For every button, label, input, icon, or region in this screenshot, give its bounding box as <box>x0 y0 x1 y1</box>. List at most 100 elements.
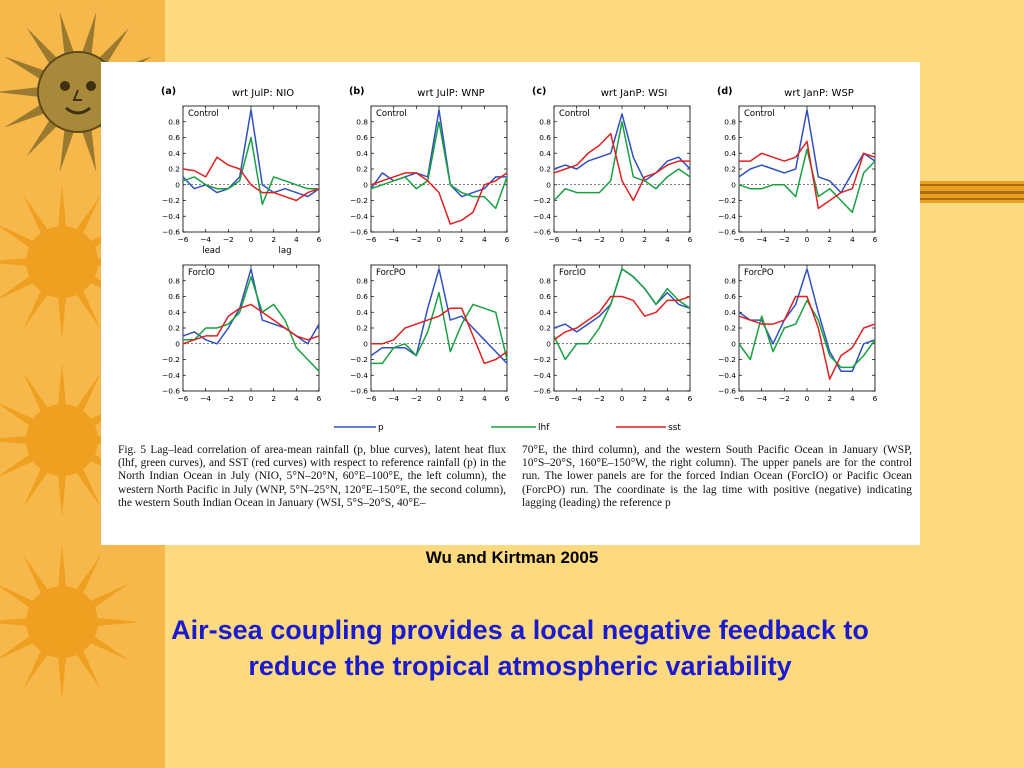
y-tick-label: −0.6 <box>718 228 736 237</box>
y-tick-label: −0.4 <box>162 212 180 221</box>
figure-panel: 0.8 0.6 0.4 0.2 0 −0.2 −0.4 −0.6 −6 −4 −2 0 2 4 6 Contr… <box>101 62 920 545</box>
y-tick-label: 0.6 <box>539 292 551 301</box>
series-line-lhf <box>738 299 876 369</box>
y-tick-label: −0.6 <box>162 228 180 237</box>
x-tick-label: 4 <box>294 394 299 403</box>
legend-label-lhf: lhf <box>538 423 550 433</box>
x-tick-label: 6 <box>688 394 693 403</box>
y-tick-label: 0.4 <box>356 308 368 317</box>
x-tick-label: −2 <box>594 235 605 244</box>
y-tick-label: −0.6 <box>350 228 368 237</box>
y-tick-label: 0.8 <box>724 117 736 126</box>
y-tick-label: 0 <box>546 339 551 348</box>
series-line-sst <box>553 132 690 202</box>
y-tick-label: −0.2 <box>718 355 736 364</box>
y-tick-label: 0 <box>546 180 551 189</box>
x-tick-label: −4 <box>388 394 399 403</box>
x-tick-label: 4 <box>850 235 855 244</box>
y-tick-label: −0.6 <box>533 228 551 237</box>
panel-letter: (b) <box>349 86 364 97</box>
x-tick-label: 6 <box>873 235 878 244</box>
y-tick-label: 0 <box>363 339 368 348</box>
x-tick-label: 2 <box>459 235 464 244</box>
y-tick-label: 0.8 <box>356 117 368 126</box>
panel-frame <box>738 264 876 392</box>
x-tick-label: −6 <box>734 235 745 244</box>
chart-panel: 0.8 0.6 0.4 0.2 0 −0.2 −0.4 −0.6−6 −4 −2 0 2 4 6 Contr… <box>717 86 878 244</box>
series-line-lhf <box>182 136 319 206</box>
y-tick-label: −0.6 <box>350 387 368 396</box>
series-line-sst <box>370 172 508 225</box>
series-line-p <box>738 109 876 194</box>
x-tick-label: 2 <box>271 235 276 244</box>
x-tick-label: −6 <box>178 394 189 403</box>
x-tick-label: 4 <box>850 394 855 403</box>
y-tick-label: −0.4 <box>162 371 180 380</box>
panel-run-label: ForcPO <box>376 268 406 278</box>
gold-bar-decoration <box>918 181 1024 203</box>
x-tick-label: −2 <box>223 394 234 403</box>
x-tick-label: 0 <box>437 394 442 403</box>
legend-label-p: p <box>378 423 384 433</box>
y-tick-label: −0.4 <box>718 212 736 221</box>
series-line-sst <box>182 303 320 345</box>
chart-panel: 0.8 0.6 0.4 0.2 0 −0.2 −0.4 −0.6−6 −4 −2 0 2 4 6 Contr… <box>532 86 693 244</box>
x-tick-label: 2 <box>827 394 832 403</box>
panel-run-label: Control <box>188 109 219 119</box>
series-line-sst <box>182 156 320 202</box>
y-tick-label: 0.4 <box>724 149 736 158</box>
correlation-chart-grid: 0.80.60.40.20−0.2−0.4−0.6−6 −4 −2 0 2 4 6Contr… <box>161 86 878 433</box>
x-tick-label: 6 <box>505 394 510 403</box>
y-tick-label: 0.8 <box>724 276 736 285</box>
y-tick-label: 0.8 <box>168 276 180 285</box>
x-tick-label: −4 <box>571 235 582 244</box>
sun-icon <box>0 184 140 340</box>
x-tick-label: 0 <box>805 394 810 403</box>
panel-letter: (d) <box>717 86 732 97</box>
x-tick-label: 0 <box>437 235 442 244</box>
x-tick-label: −6 <box>366 235 377 244</box>
y-tick-label: 0.6 <box>168 133 180 142</box>
series-line-lhf <box>183 276 320 372</box>
y-tick-label: 0 <box>731 180 736 189</box>
x-tick-label: 4 <box>482 235 487 244</box>
y-tick-label: 0.6 <box>724 133 736 142</box>
x-tick-label: 2 <box>642 235 647 244</box>
y-tick-label: 0.2 <box>724 165 736 174</box>
chart-panel: 0.8 0.6 0.4 0.2 0 −0.2 −0.4 −0.6−6 −4 −2 0 2 4 6 ForcP… <box>718 264 878 403</box>
panel-title: wrt JulP: NIO <box>232 88 294 99</box>
series-line-p <box>553 113 691 182</box>
x-tick-label: 4 <box>665 394 670 403</box>
y-tick-label: −0.2 <box>533 196 551 205</box>
x-tick-label: 0 <box>249 394 254 403</box>
x-tick-label: 0 <box>805 235 810 244</box>
x-tick-label: 6 <box>317 235 322 244</box>
x-tick-label: −6 <box>549 235 560 244</box>
x-tick-label: 2 <box>827 235 832 244</box>
x-tick-label: −2 <box>594 394 605 403</box>
x-tick-label: −2 <box>411 235 422 244</box>
x-tick-label: −2 <box>411 394 422 403</box>
y-tick-label: 0.8 <box>539 117 551 126</box>
y-tick-label: −0.2 <box>350 196 368 205</box>
x-tick-label: 4 <box>294 235 299 244</box>
series-line-p <box>738 268 876 373</box>
y-tick-label: 0.4 <box>539 149 551 158</box>
y-tick-label: −0.2 <box>162 196 180 205</box>
x-tick-label: 6 <box>505 235 510 244</box>
x-tick-label: 2 <box>459 394 464 403</box>
series-line-sst <box>371 307 508 365</box>
y-tick-label: −0.6 <box>718 387 736 396</box>
series-line-sst <box>553 295 691 341</box>
panel-run-label: Control <box>559 109 590 119</box>
y-tick-label: −0.4 <box>533 371 551 380</box>
y-tick-label: −0.2 <box>718 196 736 205</box>
y-tick-label: 0.6 <box>539 133 551 142</box>
y-tick-label: 0.4 <box>356 149 368 158</box>
x-tick-label: −6 <box>366 394 377 403</box>
y-tick-label: −0.2 <box>162 355 180 364</box>
y-tick-label: 0.8 <box>168 117 180 126</box>
x-tick-label: 0 <box>249 235 254 244</box>
panel-letter: (c) <box>532 86 546 97</box>
x-tick-label: −4 <box>200 394 211 403</box>
